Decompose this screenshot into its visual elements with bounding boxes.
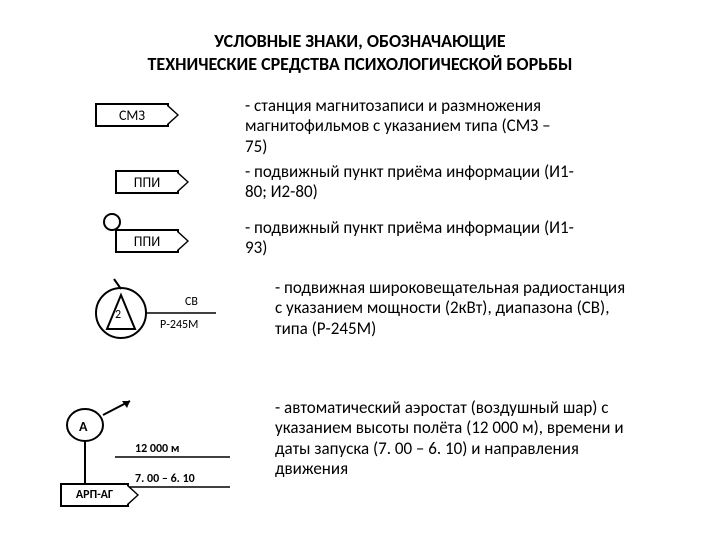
diagram-title: УСЛОВНЫЕ ЗНАКИ, ОБОЗНАЧАЮЩИЕ ТЕХНИЧЕСКИЕ… [0,30,720,75]
smz-desc: - станция магнитозаписи и размножения ма… [245,96,575,157]
aerostat-time: 7. 00 – 6. 10 [135,472,195,486]
radio-band: СВ [185,295,198,309]
smz-label: СМЗ [119,107,145,124]
radio-power: 2 [115,308,121,322]
ppi2-desc: - подвижный пункт приёма информации (И1-… [245,218,575,259]
launcher-label: АРП-АГ [76,488,113,502]
title-line-2: ТЕХНИЧЕСКИЕ СРЕДСТВА ПСИХОЛОГИЧЕСКОЙ БОР… [148,53,573,75]
symbol-ppi-2: ППИ [115,229,179,253]
ppi1-desc: - подвижный пункт приёма информации (И1-… [245,162,575,203]
symbol-ppi-1: ППИ [115,170,179,194]
launcher-box: АРП-АГ [60,483,129,507]
ppi1-label: ППИ [134,174,160,191]
symbol-smz: СМЗ [95,103,169,127]
balloon-label: А [79,418,87,435]
ppi2-label: ППИ [134,233,160,250]
aerostat-desc: - автоматический аэростат (воздушный шар… [275,398,635,480]
aerostat-altitude: 12 000 м [135,442,179,456]
symbol-radio [88,275,218,345]
title-line-1: УСЛОВНЫЕ ЗНАКИ, ОБОЗНАЧАЮЩИЕ [214,30,505,52]
radio-type: Р-245М [160,318,198,332]
radio-desc: - подвижная широковещательная радиостанц… [275,278,635,339]
